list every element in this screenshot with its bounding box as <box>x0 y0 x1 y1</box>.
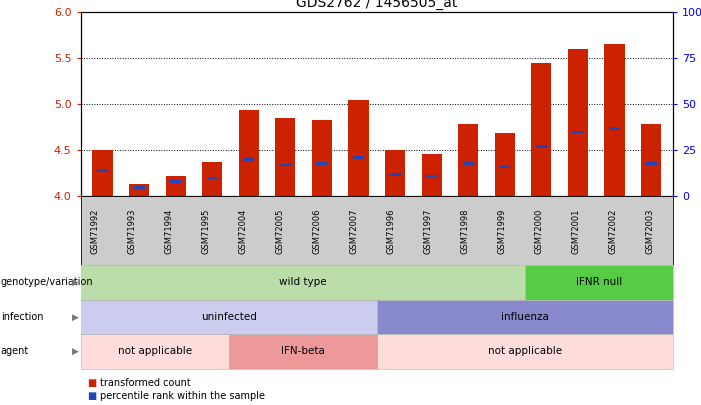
Text: GSM71995: GSM71995 <box>201 208 210 254</box>
Text: wild type: wild type <box>279 277 327 288</box>
Bar <box>463 162 474 164</box>
Text: uninfected: uninfected <box>200 312 257 322</box>
Bar <box>641 124 661 196</box>
Bar <box>390 173 400 176</box>
Text: GSM72000: GSM72000 <box>534 208 543 254</box>
Text: GSM71992: GSM71992 <box>90 208 99 254</box>
Bar <box>97 169 108 172</box>
Text: infection: infection <box>1 312 43 322</box>
Text: percentile rank within the sample: percentile rank within the sample <box>100 391 265 401</box>
Bar <box>134 186 144 188</box>
Bar <box>353 156 364 159</box>
Text: GSM72004: GSM72004 <box>238 208 247 254</box>
Bar <box>609 127 620 130</box>
Text: ■: ■ <box>88 391 97 401</box>
Text: GSM72007: GSM72007 <box>349 208 358 254</box>
Bar <box>170 180 182 183</box>
Bar <box>239 110 259 196</box>
Text: GSM71997: GSM71997 <box>423 208 433 254</box>
Bar <box>202 162 222 196</box>
Bar <box>531 63 552 196</box>
Bar <box>426 175 437 177</box>
Text: agent: agent <box>1 346 29 356</box>
Text: transformed count: transformed count <box>100 378 191 388</box>
Text: ▶: ▶ <box>72 278 79 287</box>
Text: GSM71998: GSM71998 <box>461 208 470 254</box>
Text: GSM72003: GSM72003 <box>646 208 655 254</box>
Bar <box>536 145 547 148</box>
Bar <box>646 162 657 164</box>
Bar <box>280 164 291 166</box>
Text: GSM71996: GSM71996 <box>386 208 395 254</box>
Bar <box>207 177 218 179</box>
Bar <box>499 166 510 168</box>
Text: GSM72006: GSM72006 <box>312 208 321 254</box>
Text: IFN-beta: IFN-beta <box>281 346 325 356</box>
Text: not applicable: not applicable <box>488 346 562 356</box>
Text: GSM71993: GSM71993 <box>127 208 136 254</box>
Bar <box>604 45 625 196</box>
Bar <box>312 120 332 196</box>
Bar <box>568 49 588 196</box>
Text: GSM72001: GSM72001 <box>571 208 580 254</box>
Bar <box>421 154 442 196</box>
Bar <box>495 133 515 196</box>
Bar <box>129 184 149 196</box>
Bar <box>316 162 327 164</box>
Text: GSM71994: GSM71994 <box>164 208 173 254</box>
Text: GSM71999: GSM71999 <box>498 208 506 254</box>
Bar <box>458 124 478 196</box>
Bar <box>93 150 113 196</box>
Text: ▶: ▶ <box>72 312 79 322</box>
Bar <box>165 176 186 196</box>
Bar <box>275 118 295 196</box>
Bar <box>348 100 369 196</box>
Bar <box>572 131 583 133</box>
Text: GSM72005: GSM72005 <box>275 208 284 254</box>
Title: GDS2762 / 1456505_at: GDS2762 / 1456505_at <box>296 0 458 10</box>
Text: ■: ■ <box>88 378 97 388</box>
Text: genotype/variation: genotype/variation <box>1 277 93 288</box>
Text: influenza: influenza <box>501 312 549 322</box>
Text: GSM72002: GSM72002 <box>608 208 618 254</box>
Bar <box>385 150 405 196</box>
Text: not applicable: not applicable <box>118 346 191 356</box>
Text: ▶: ▶ <box>72 347 79 356</box>
Bar <box>243 158 254 161</box>
Text: IFNR null: IFNR null <box>576 277 622 288</box>
